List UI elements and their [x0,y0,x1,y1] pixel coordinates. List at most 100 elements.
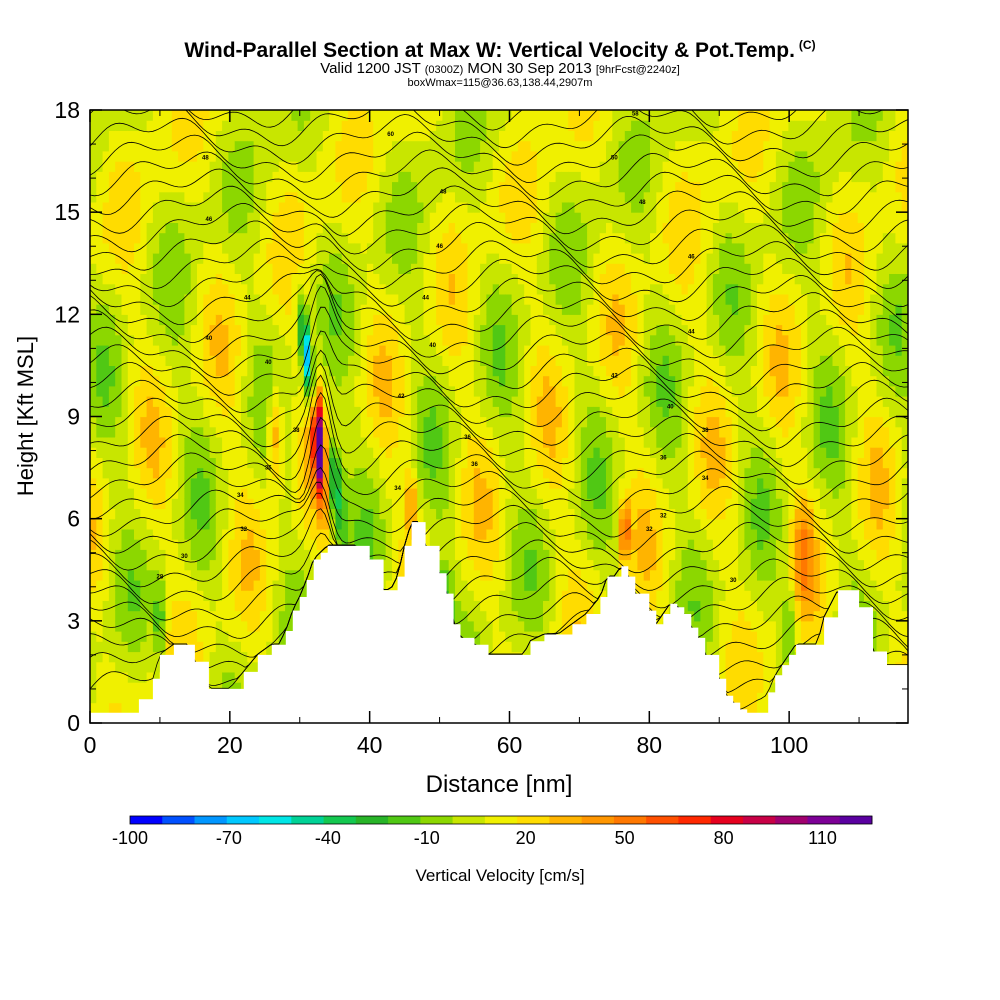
velocity-cell [184,396,192,407]
velocity-cell [140,345,148,356]
velocity-cell [266,324,274,336]
velocity-cell [530,416,538,428]
velocity-cell [291,150,299,162]
velocity-cell [209,569,217,581]
velocity-cell [121,528,129,540]
velocity-cell [203,161,211,172]
velocity-cell [379,467,387,479]
velocity-cell [171,600,179,612]
velocity-cell [121,345,129,356]
velocity-cell [140,477,148,489]
velocity-cell [303,345,311,356]
velocity-cell [366,426,374,438]
velocity-cell [511,273,519,285]
velocity-cell [385,283,393,295]
velocity-cell [316,314,324,326]
velocity-cell [429,396,437,407]
velocity-cell [253,477,261,489]
velocity-cell [134,232,141,244]
velocity-cell [322,406,330,418]
velocity-cell [423,467,431,479]
velocity-cell [134,426,141,438]
velocity-cell [404,345,412,356]
velocity-cell [429,161,437,172]
velocity-cell [146,467,154,479]
velocity-cell [234,242,242,254]
velocity-cell [108,150,116,162]
velocity-cell [486,222,494,234]
velocity-cell [549,232,557,244]
velocity-cell [467,549,475,561]
velocity-cell [291,365,299,377]
velocity-cell [146,406,154,418]
velocity-cell [561,334,569,346]
velocity-cell [310,140,318,152]
velocity-cell [536,334,544,346]
velocity-cell [159,130,167,142]
velocity-cell [222,590,229,601]
velocity-cell [222,671,229,683]
velocity-cell [266,273,274,285]
velocity-cell [360,201,368,213]
velocity-cell [184,508,192,520]
velocity-cell [241,283,248,295]
velocity-cell [215,345,223,356]
velocity-cell [102,508,110,520]
velocity-cell [455,212,462,223]
velocity-cell [448,293,456,305]
velocity-cell [197,651,204,663]
velocity-cell [165,610,173,622]
velocity-cell [580,457,588,469]
velocity-cell [555,549,563,561]
velocity-cell [184,283,192,295]
velocity-cell [241,559,248,571]
velocity-cell [90,263,97,274]
velocity-cell [121,426,129,438]
velocity-cell [499,201,506,213]
velocity-cell [297,232,305,244]
velocity-cell [429,293,437,305]
velocity-cell [574,130,582,142]
velocity-cell [517,631,525,642]
velocity-cell [417,416,425,428]
velocity-cell [178,518,185,530]
velocity-cell [127,365,135,377]
velocity-cell [505,396,513,407]
velocity-cell [392,314,399,326]
velocity-cell [291,549,299,561]
velocity-cell [127,488,135,499]
velocity-cell [373,293,381,305]
velocity-cell [159,447,167,458]
velocity-cell [417,375,425,387]
velocity-cell [209,293,217,305]
velocity-cell [241,120,248,131]
velocity-cell [171,181,179,193]
velocity-cell [241,447,248,458]
velocity-cell [505,539,513,550]
velocity-cell [108,457,116,469]
velocity-cell [90,702,97,714]
velocity-cell [593,549,601,561]
velocity-cell [234,191,242,203]
velocity-cell [404,212,412,223]
velocity-cell [203,436,211,448]
velocity-cell [599,263,607,274]
velocity-cell [159,181,167,193]
velocity-cell [448,447,456,458]
velocity-cell [398,171,406,183]
velocity-cell [410,457,418,469]
velocity-cell [423,304,431,315]
velocity-cell [341,273,349,285]
velocity-cell [165,273,173,285]
velocity-cell [505,447,513,458]
velocity-cell [303,161,311,172]
velocity-cell [241,539,248,550]
velocity-cell [303,171,311,183]
velocity-cell [455,600,462,612]
velocity-cell [184,488,192,499]
velocity-cell [587,406,594,418]
velocity-cell [348,498,355,509]
velocity-cell [392,416,399,428]
velocity-cell [222,539,229,550]
velocity-cell [96,365,104,377]
